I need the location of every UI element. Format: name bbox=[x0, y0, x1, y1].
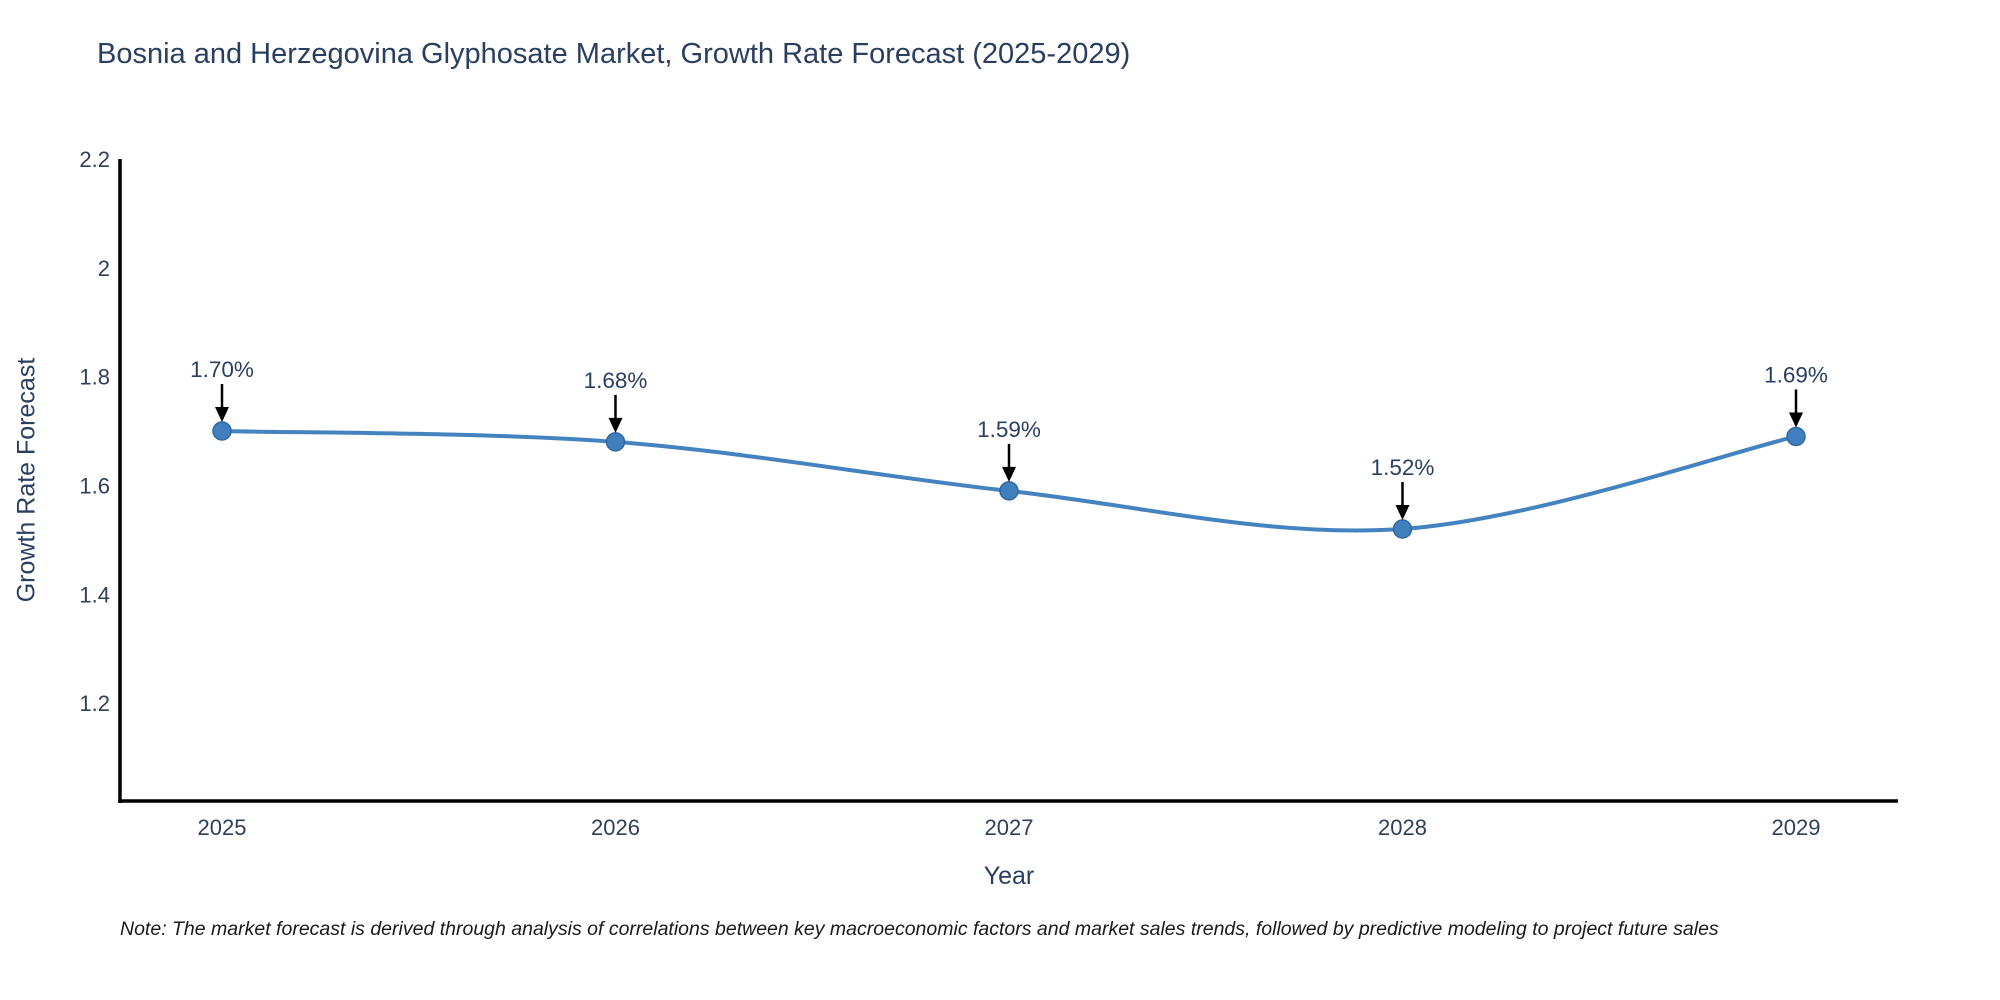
x-tick-label: 2027 bbox=[985, 815, 1034, 840]
y-tick-label: 1.6 bbox=[79, 473, 110, 498]
data-point-marker bbox=[605, 432, 626, 452]
annotation-arrowhead bbox=[215, 407, 229, 423]
y-tick-label: 2.2 bbox=[79, 147, 110, 172]
data-point-marker bbox=[999, 481, 1019, 501]
data-point-marker bbox=[1392, 519, 1413, 539]
annotation-arrowhead bbox=[1789, 412, 1803, 428]
point-annotation-label: 1.59% bbox=[977, 417, 1041, 442]
y-tick-label: 2 bbox=[98, 256, 110, 281]
point-annotation-label: 1.52% bbox=[1371, 455, 1435, 480]
point-annotation-label: 1.69% bbox=[1764, 362, 1828, 387]
annotation-arrowhead bbox=[608, 417, 623, 433]
annotation-arrowhead bbox=[1002, 466, 1016, 482]
point-annotation-label: 1.68% bbox=[584, 368, 648, 393]
x-tick-label: 2028 bbox=[1378, 815, 1427, 840]
y-tick-label: 1.4 bbox=[79, 582, 110, 607]
annotation-arrowhead bbox=[1395, 504, 1410, 520]
chart-title: Bosnia and Herzegovina Glyphosate Market… bbox=[97, 38, 1131, 70]
footnote: Note: The market forecast is derived thr… bbox=[120, 918, 1719, 940]
x-tick-label: 2025 bbox=[198, 815, 247, 840]
data-point-marker bbox=[212, 421, 232, 441]
x-tick-label: 2026 bbox=[591, 815, 640, 840]
data-point-marker bbox=[1786, 426, 1806, 447]
y-tick-label: 1.8 bbox=[79, 365, 110, 390]
x-tick-label: 2029 bbox=[1772, 815, 1821, 840]
y-axis-title: Growth Rate Forecast bbox=[12, 357, 41, 603]
y-tick-label: 1.2 bbox=[79, 691, 110, 716]
x-axis-title: Year bbox=[983, 862, 1035, 890]
point-annotation-label: 1.70% bbox=[190, 357, 254, 382]
